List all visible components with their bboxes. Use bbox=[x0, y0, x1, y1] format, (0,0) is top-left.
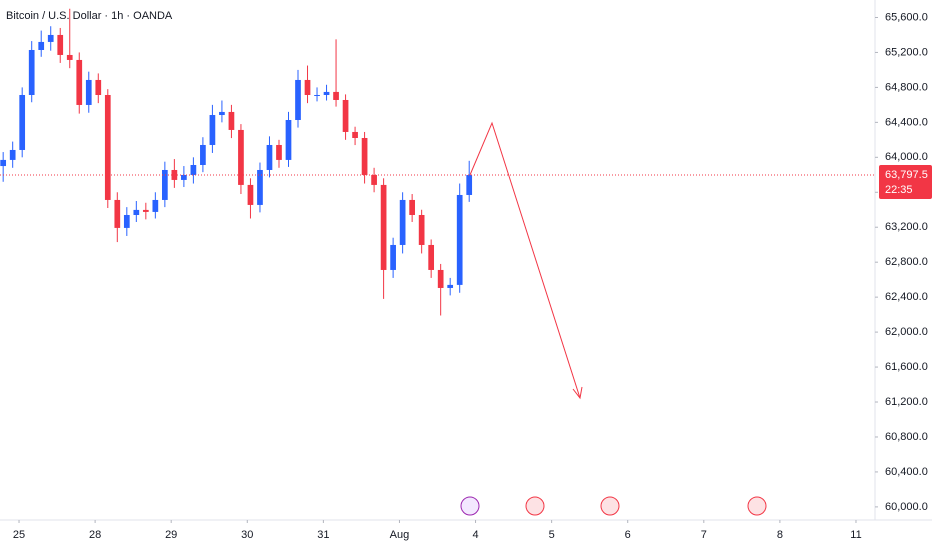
y-tick-label: 60,800.0 bbox=[885, 431, 928, 443]
candle-body bbox=[95, 79, 102, 95]
current-price-box bbox=[879, 165, 932, 200]
candle-body bbox=[219, 111, 225, 116]
candle-body bbox=[285, 119, 292, 160]
event-icon[interactable] bbox=[747, 496, 767, 516]
candle-body bbox=[304, 79, 311, 95]
candles bbox=[0, 8, 473, 316]
chart-title: Bitcoin / U.S. Dollar · 1h · OANDA bbox=[6, 10, 173, 22]
arrow-head bbox=[572, 386, 583, 400]
candle-body bbox=[142, 209, 149, 212]
x-tick-label: 31 bbox=[317, 529, 329, 541]
candle-body bbox=[66, 54, 73, 60]
candle-body bbox=[200, 144, 206, 166]
current-price-label: 63,797.5 bbox=[885, 169, 928, 181]
candle-body bbox=[418, 214, 425, 245]
candle-body bbox=[352, 131, 358, 138]
projection-line bbox=[469, 121, 581, 399]
candle-body bbox=[390, 244, 396, 270]
x-tick-label: 11 bbox=[850, 529, 861, 541]
y-tick-label: 63,200.0 bbox=[885, 221, 928, 233]
event-icon[interactable] bbox=[525, 496, 545, 516]
x-tick-label: Aug bbox=[390, 529, 410, 541]
candle-body bbox=[380, 184, 387, 270]
candle-body bbox=[238, 129, 244, 185]
candle-body bbox=[361, 137, 368, 175]
candle-body bbox=[28, 49, 35, 95]
candle-body bbox=[152, 199, 159, 212]
candle-body bbox=[228, 111, 235, 130]
candle-body bbox=[409, 199, 415, 215]
candle-body bbox=[437, 269, 444, 288]
x-tick-label: 28 bbox=[89, 529, 101, 541]
candle-body bbox=[314, 94, 320, 96]
candle-body bbox=[466, 175, 473, 195]
y-tick-label: 64,800.0 bbox=[885, 81, 928, 93]
candle-body bbox=[19, 94, 26, 150]
candle-body bbox=[323, 91, 330, 95]
y-tick-label: 61,200.0 bbox=[885, 396, 928, 408]
candle-body bbox=[104, 94, 111, 200]
y-tick-label: 64,000.0 bbox=[885, 151, 928, 163]
candle-body bbox=[333, 91, 339, 100]
candle-body bbox=[266, 144, 273, 170]
y-tick-label: 60,000.0 bbox=[885, 501, 928, 513]
candle-body bbox=[399, 199, 406, 245]
y-tick-label: 64,400.0 bbox=[885, 116, 928, 128]
x-tick-label: 7 bbox=[701, 529, 707, 541]
event-icons bbox=[460, 496, 767, 516]
candle-body bbox=[447, 284, 454, 288]
countdown-label: 22:35 bbox=[885, 184, 913, 196]
x-tick-label: 25 bbox=[13, 529, 25, 541]
candle-body bbox=[0, 159, 7, 167]
candle-body bbox=[114, 199, 121, 228]
candle-body bbox=[47, 34, 54, 42]
candle-body bbox=[342, 99, 349, 132]
y-tick-label: 65,200.0 bbox=[885, 46, 928, 58]
candle-body bbox=[181, 174, 187, 180]
candle-body bbox=[456, 194, 463, 285]
candle-body bbox=[428, 244, 435, 270]
candle-body bbox=[257, 169, 263, 205]
candle-body bbox=[190, 165, 197, 175]
event-icon[interactable] bbox=[460, 496, 480, 516]
candle-body bbox=[123, 214, 130, 228]
y-tick-label: 62,000.0 bbox=[885, 326, 928, 338]
candle-body bbox=[133, 209, 140, 215]
candle-body bbox=[371, 174, 377, 185]
x-tick-label: 8 bbox=[777, 529, 783, 541]
y-tick-label: 62,800.0 bbox=[885, 256, 928, 268]
candle-body bbox=[57, 34, 64, 55]
y-tick-label: 60,400.0 bbox=[885, 466, 928, 478]
candle-body bbox=[9, 149, 16, 160]
candle-body bbox=[38, 41, 45, 50]
candle-body bbox=[76, 59, 83, 105]
x-tick-label: 6 bbox=[625, 529, 631, 541]
y-tick-label: 65,600.0 bbox=[885, 11, 928, 23]
x-tick-label: 4 bbox=[472, 529, 478, 541]
candle-body bbox=[85, 79, 92, 105]
x-tick-label: 29 bbox=[165, 529, 177, 541]
candle-body bbox=[162, 169, 168, 200]
candle-body bbox=[276, 144, 282, 160]
candle-body bbox=[295, 79, 301, 120]
candle-body bbox=[247, 184, 254, 205]
x-tick-label: 5 bbox=[549, 529, 555, 541]
candle-body bbox=[209, 115, 216, 145]
event-icon[interactable] bbox=[600, 496, 620, 516]
x-tick-label: 30 bbox=[241, 529, 253, 541]
y-tick-label: 62,400.0 bbox=[885, 291, 928, 303]
y-tick-label: 61,600.0 bbox=[885, 361, 928, 373]
drawing-arrow bbox=[469, 121, 583, 400]
